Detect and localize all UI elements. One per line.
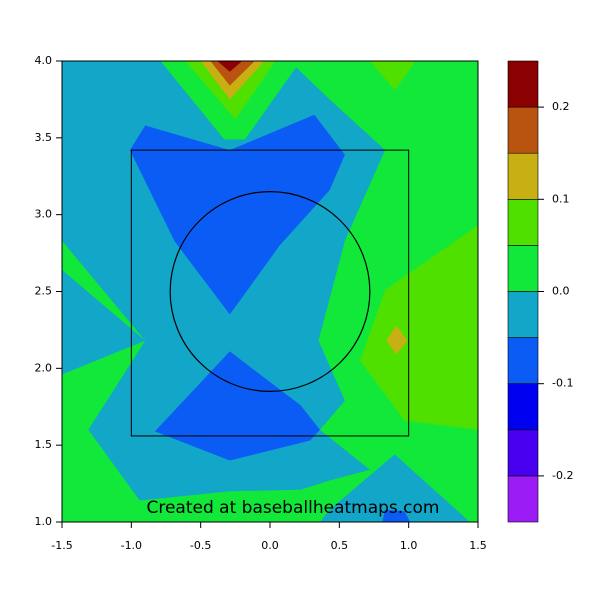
contour-region: [319, 454, 470, 522]
contour-region: [382, 509, 411, 522]
colorbar-band: [507, 291, 539, 338]
y-tick-label: 1.0: [35, 515, 53, 528]
colorbar-tick-label: 0.0: [552, 285, 570, 298]
colorbar-band: [507, 60, 539, 108]
x-tick-label: 0.0: [261, 539, 279, 552]
regions: [62, 61, 478, 522]
contour-region: [369, 61, 416, 91]
colorbar-tick-label: -0.2: [552, 469, 573, 482]
colorbar-band: [507, 245, 539, 292]
x-tick-label: -0.5: [190, 539, 211, 552]
x-tick-label: 1.5: [469, 539, 487, 552]
contour-region: [129, 114, 345, 315]
colorbar-tick-label: 0.2: [552, 100, 570, 113]
contour-region: [386, 325, 408, 355]
x-tick-label: -1.5: [51, 539, 72, 552]
colorbar-band: [507, 429, 539, 477]
x-tick-label: 0.5: [331, 539, 349, 552]
colorbar-band: [507, 106, 539, 154]
x-tick-label: -1.0: [121, 539, 142, 552]
contour-region: [217, 61, 243, 72]
annotation: Created at baseballheatmaps.com: [146, 498, 439, 518]
strike-zone: [130, 149, 410, 437]
y-tick-label: 2.0: [35, 361, 53, 374]
y-tick-label: 3.0: [35, 208, 53, 221]
y-tick-label: 4.0: [35, 54, 53, 67]
y-tick-label: 3.5: [35, 131, 53, 144]
contour-region: [154, 351, 320, 461]
y-tick-label: 2.5: [35, 285, 53, 298]
colorbar-tick-label: 0.1: [552, 192, 570, 205]
colorbar-band: [507, 337, 539, 385]
contour-region: [210, 61, 255, 86]
contour-region: [62, 240, 146, 341]
x-tick-label: 1.0: [400, 539, 418, 552]
colorbar-band: [507, 475, 539, 523]
contour-region: [360, 225, 478, 430]
colorbar-band: [507, 199, 539, 246]
contour-region: [62, 340, 470, 522]
plot-area: [62, 61, 478, 522]
circle: [169, 191, 371, 392]
colorbar-band: [507, 383, 539, 431]
colorbar-tick-label: -0.1: [552, 377, 573, 390]
y-tick-label: 1.5: [35, 438, 53, 451]
colorbar-band: [507, 152, 539, 200]
